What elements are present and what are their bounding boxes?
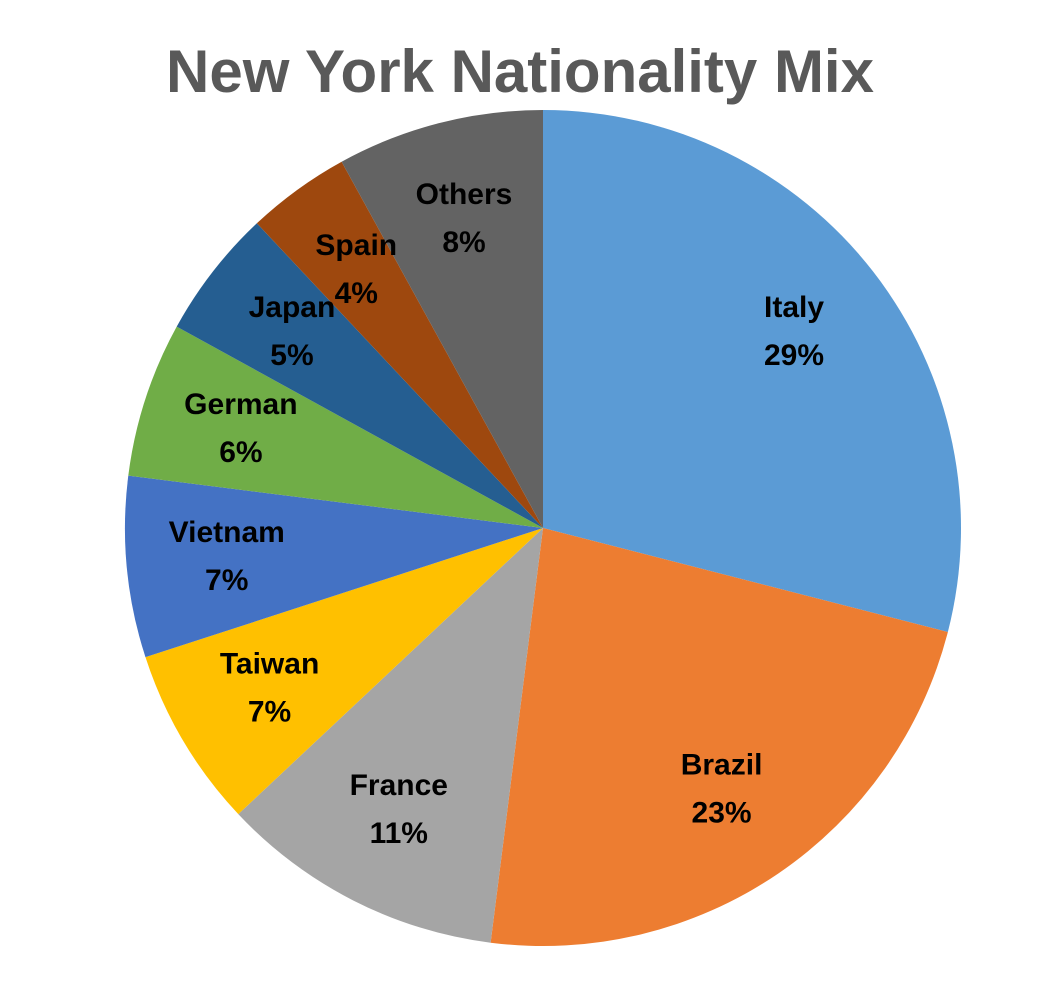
value-label: 7% bbox=[248, 696, 291, 729]
value-label: 11% bbox=[370, 817, 428, 850]
pie-slice bbox=[341, 110, 543, 528]
pie-slice bbox=[176, 223, 544, 528]
value-label: 8% bbox=[442, 226, 485, 259]
value-label: 6% bbox=[219, 436, 262, 469]
slice-label: Italy bbox=[764, 291, 824, 324]
value-label: 7% bbox=[205, 564, 248, 597]
pie bbox=[124, 110, 961, 946]
pie-slice bbox=[128, 326, 543, 528]
slice-label: Spain bbox=[315, 229, 397, 262]
chart-title: New York Nationality Mix bbox=[166, 38, 874, 105]
slice-label: France bbox=[350, 769, 448, 802]
pie-slice bbox=[543, 110, 961, 632]
pie-slice bbox=[256, 161, 543, 529]
pie-slice bbox=[490, 528, 948, 946]
slice-label: German bbox=[184, 388, 297, 421]
value-label: 5% bbox=[270, 339, 313, 372]
slice-label: Taiwan bbox=[220, 648, 319, 681]
pie-slice bbox=[145, 528, 543, 815]
value-label: 4% bbox=[335, 277, 378, 310]
slice-label: Others bbox=[416, 178, 513, 211]
pie-slice bbox=[238, 528, 543, 943]
slice-label: Vietnam bbox=[169, 516, 285, 549]
value-label: 29% bbox=[764, 339, 824, 372]
slice-label: Brazil bbox=[681, 749, 763, 782]
value-label: 23% bbox=[692, 797, 752, 830]
slice-label: Japan bbox=[249, 291, 336, 324]
labels: Italy 29% Brazil 23% France 11% Taiwan 7% Vietna… bbox=[169, 178, 825, 850]
pie-slice bbox=[124, 475, 543, 658]
